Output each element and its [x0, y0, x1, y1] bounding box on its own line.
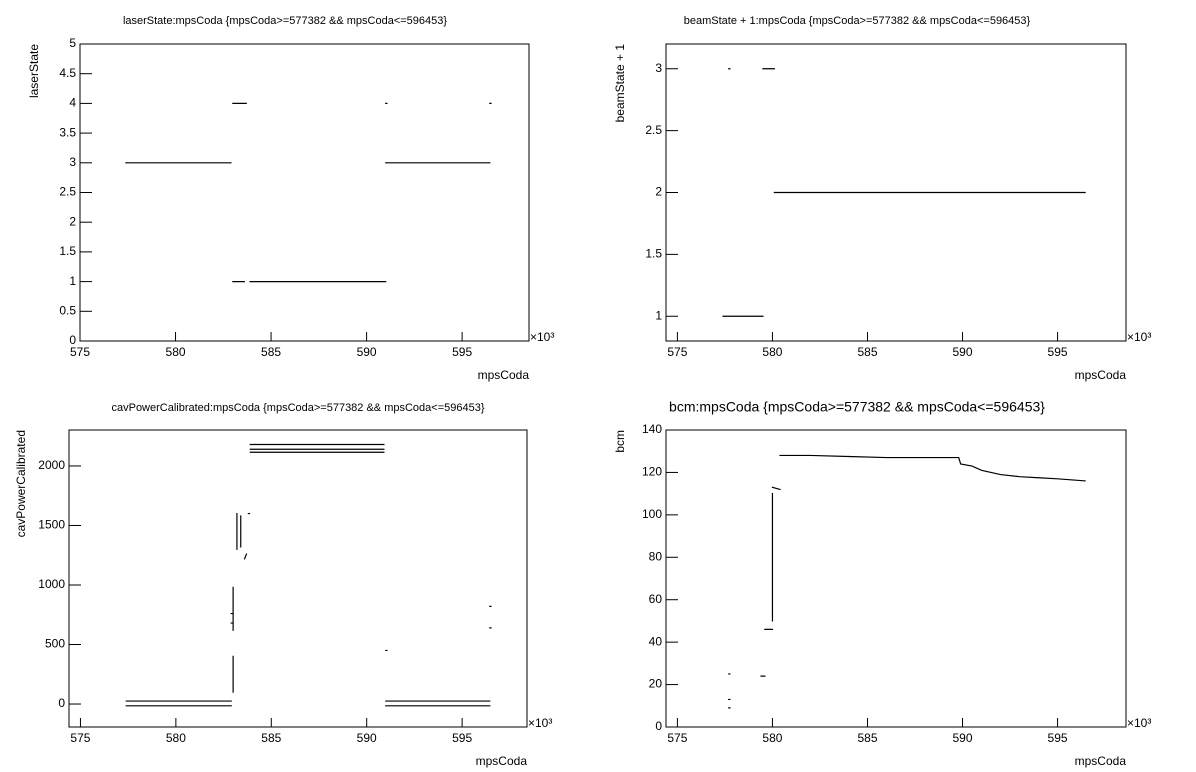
x-tick-label: 585: [261, 345, 281, 359]
y-tick-label: 3: [69, 155, 76, 169]
y-axis-label: bcm: [613, 430, 627, 453]
x-tick-label: 590: [357, 731, 377, 745]
x-axis-label: mpsCoda: [478, 368, 530, 382]
y-tick-label: 4: [69, 96, 76, 110]
chart-title: laserState:mpsCoda {mpsCoda>=577382 && m…: [123, 15, 447, 27]
y-tick-label: 1: [69, 274, 76, 288]
y-tick-label: 140: [642, 422, 662, 436]
x-tick-label: 575: [667, 731, 687, 745]
x-tick-label: 590: [953, 345, 973, 359]
x-axis-label: mpsCoda: [1075, 368, 1127, 382]
y-tick-label: 5: [69, 36, 76, 50]
y-tick-label: 500: [45, 637, 65, 651]
data-line: [728, 454, 1086, 709]
y-axis-label: beamState + 1: [613, 44, 627, 123]
x-exponent: ×10³: [530, 330, 554, 344]
y-tick-label: 0: [58, 696, 65, 710]
y-tick-label: 3.5: [59, 125, 76, 139]
x-exponent: ×10³: [528, 716, 552, 730]
chart-title: bcm:mpsCoda {mpsCoda>=577382 && mpsCoda<…: [669, 399, 1045, 415]
x-axis-label: mpsCoda: [476, 754, 528, 768]
x-tick-label: 575: [70, 345, 90, 359]
x-tick-label: 595: [1048, 345, 1068, 359]
x-exponent: ×10³: [1127, 716, 1151, 730]
x-tick-label: 590: [953, 731, 973, 745]
x-axis-label: mpsCoda: [1075, 754, 1127, 768]
x-tick-label: 580: [762, 731, 782, 745]
y-axis-label: laserState: [27, 44, 41, 98]
x-exponent: ×10³: [1127, 330, 1151, 344]
y-tick-label: 1: [655, 308, 662, 322]
y-tick-label: 0.5: [59, 303, 76, 317]
y-tick-label: 100: [642, 507, 662, 521]
x-tick-label: 595: [1048, 731, 1068, 745]
x-tick-label: 575: [70, 731, 90, 745]
data-line: [722, 68, 1086, 317]
x-tick-label: 585: [857, 345, 877, 359]
x-tick-label: 585: [261, 731, 281, 745]
x-tick-label: 585: [857, 731, 877, 745]
data-line: [125, 443, 492, 707]
y-tick-label: 2.5: [59, 185, 76, 199]
y-tick-label: 2: [655, 185, 662, 199]
x-tick-label: 580: [762, 345, 782, 359]
y-tick-label: 1500: [38, 518, 65, 532]
x-tick-label: 580: [166, 345, 186, 359]
plot-frame: [665, 429, 1127, 728]
y-tick-label: 1000: [38, 577, 65, 591]
y-tick-label: 120: [642, 465, 662, 479]
y-tick-label: 60: [649, 592, 663, 606]
y-tick-label: 1.5: [59, 244, 76, 258]
x-tick-label: 595: [452, 345, 472, 359]
y-tick-label: 4.5: [59, 66, 76, 80]
x-tick-label: 590: [357, 345, 377, 359]
y-tick-label: 1.5: [645, 247, 662, 261]
data-line: [125, 102, 492, 283]
plot-frame: [79, 43, 530, 342]
plot-frame: [68, 429, 528, 728]
y-tick-label: 3: [655, 61, 662, 75]
x-tick-label: 580: [166, 731, 186, 745]
x-tick-label: 575: [667, 345, 687, 359]
y-tick-label: 0: [655, 719, 662, 733]
y-tick-label: 0: [69, 333, 76, 347]
y-tick-label: 40: [649, 634, 663, 648]
y-tick-label: 2000: [38, 458, 65, 472]
y-axis-label: cavPowerCalibrated: [14, 430, 28, 537]
chart-title: cavPowerCalibrated:mpsCoda {mpsCoda>=577…: [111, 402, 484, 414]
y-tick-label: 80: [649, 549, 663, 563]
chart-title: beamState + 1:mpsCoda {mpsCoda>=577382 &…: [684, 15, 1031, 27]
x-tick-label: 595: [452, 731, 472, 745]
y-tick-label: 2: [69, 214, 76, 228]
y-tick-label: 2.5: [645, 123, 662, 137]
y-tick-label: 20: [649, 677, 663, 691]
